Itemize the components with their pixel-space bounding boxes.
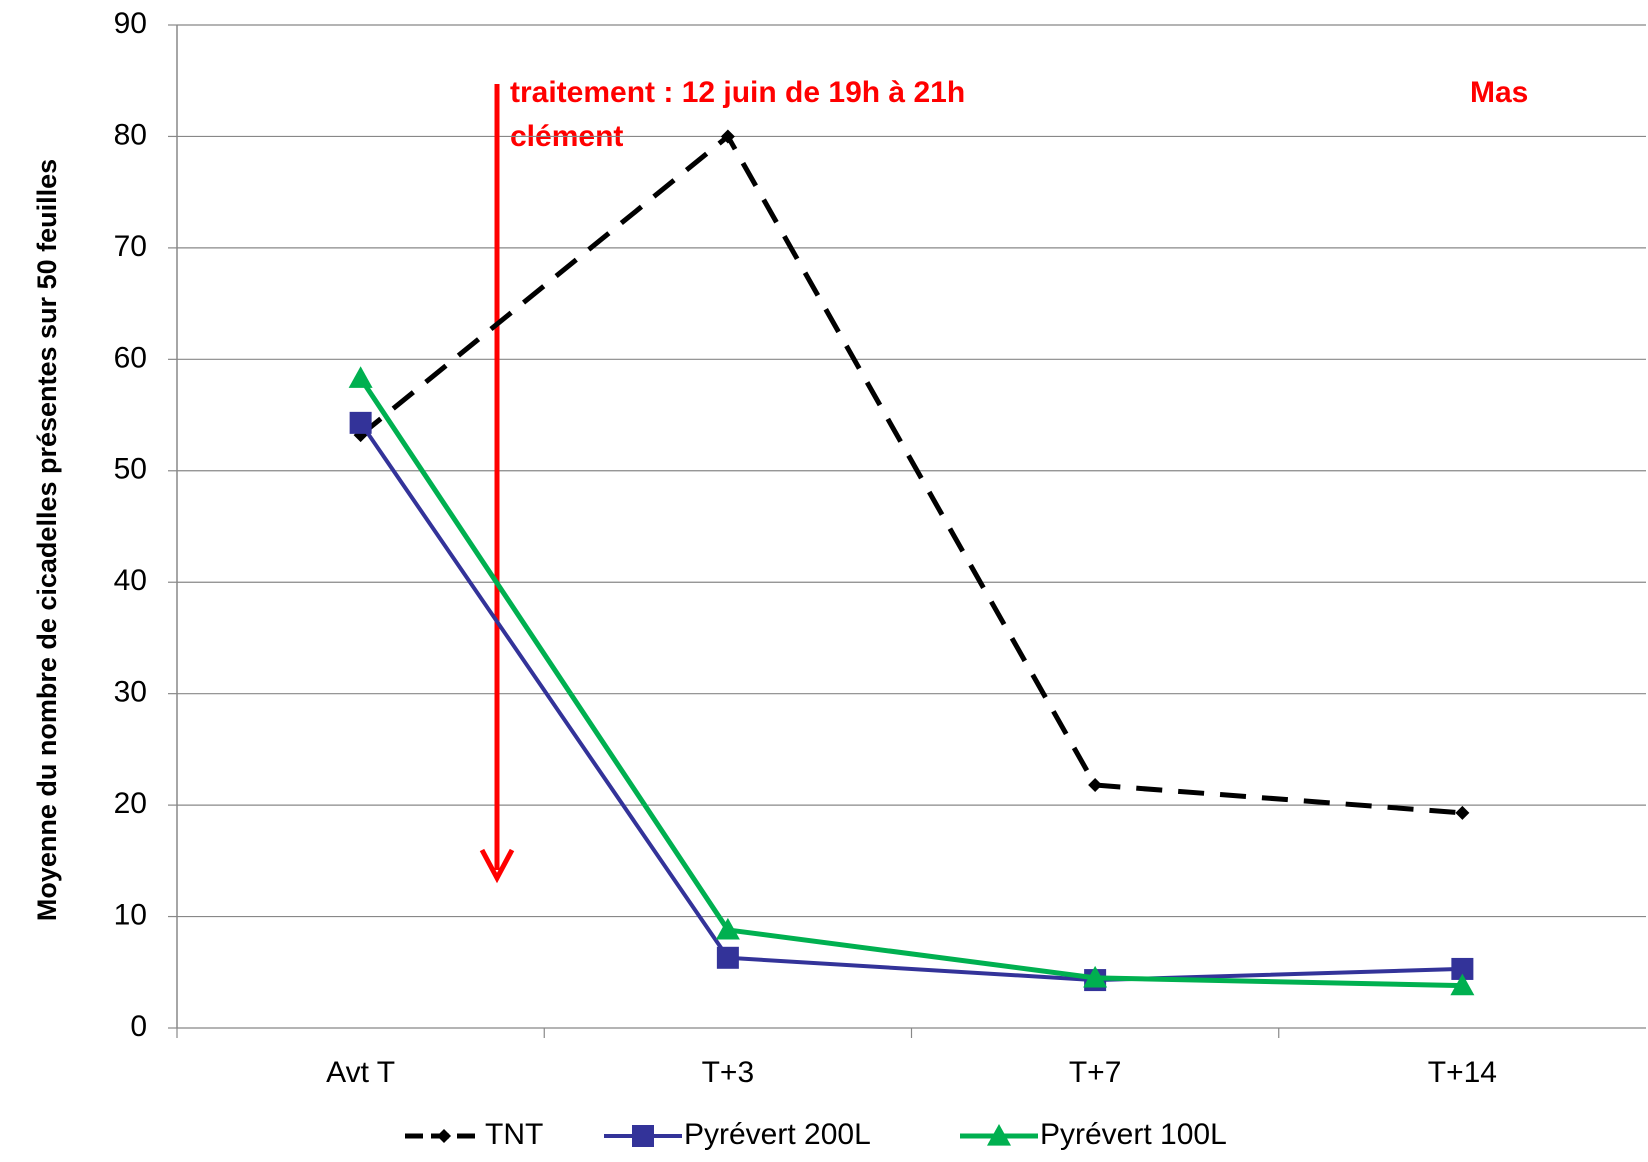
x-tick-label: T+7 [1069, 1056, 1122, 1089]
y-tick-label: 50 [114, 453, 147, 486]
y-tick-label: 40 [114, 564, 147, 597]
series-line [358, 376, 1463, 989]
marker [349, 411, 372, 434]
series-line [358, 421, 1463, 983]
series-line [359, 133, 1463, 816]
y-tick-label: 70 [114, 230, 147, 263]
y-tick-label: 0 [130, 1010, 147, 1043]
marker [1451, 957, 1474, 980]
y-tick-label: 80 [114, 118, 147, 151]
marker [632, 1125, 654, 1147]
marker [720, 129, 735, 144]
marker [1450, 973, 1475, 996]
x-tick-label: Avt T [326, 1056, 395, 1089]
marker [715, 917, 740, 940]
legend-label: Pyrévert 100L [1040, 1118, 1227, 1151]
marker [716, 946, 739, 969]
marker [437, 1129, 451, 1143]
y-tick-label: 30 [114, 676, 147, 709]
marker [987, 1124, 1011, 1146]
annotation: Mas [1470, 76, 1528, 109]
y-tick-label: 10 [114, 898, 147, 931]
marker [1455, 805, 1470, 820]
y-tick-label: 90 [114, 7, 147, 40]
marker [348, 366, 373, 388]
y-tick-label: 60 [114, 341, 147, 374]
y-tick-label: 20 [114, 787, 147, 820]
legend-label: TNT [485, 1118, 543, 1151]
x-tick-label: T+3 [702, 1056, 755, 1089]
legend-label: Pyrévert 200L [684, 1118, 871, 1151]
marker [1088, 778, 1103, 793]
arrow-head [479, 848, 515, 884]
marker [1083, 965, 1108, 988]
annotation: traitement : 12 juin de 19h à 21h [510, 76, 965, 109]
x-tick-label: T+14 [1428, 1056, 1497, 1089]
